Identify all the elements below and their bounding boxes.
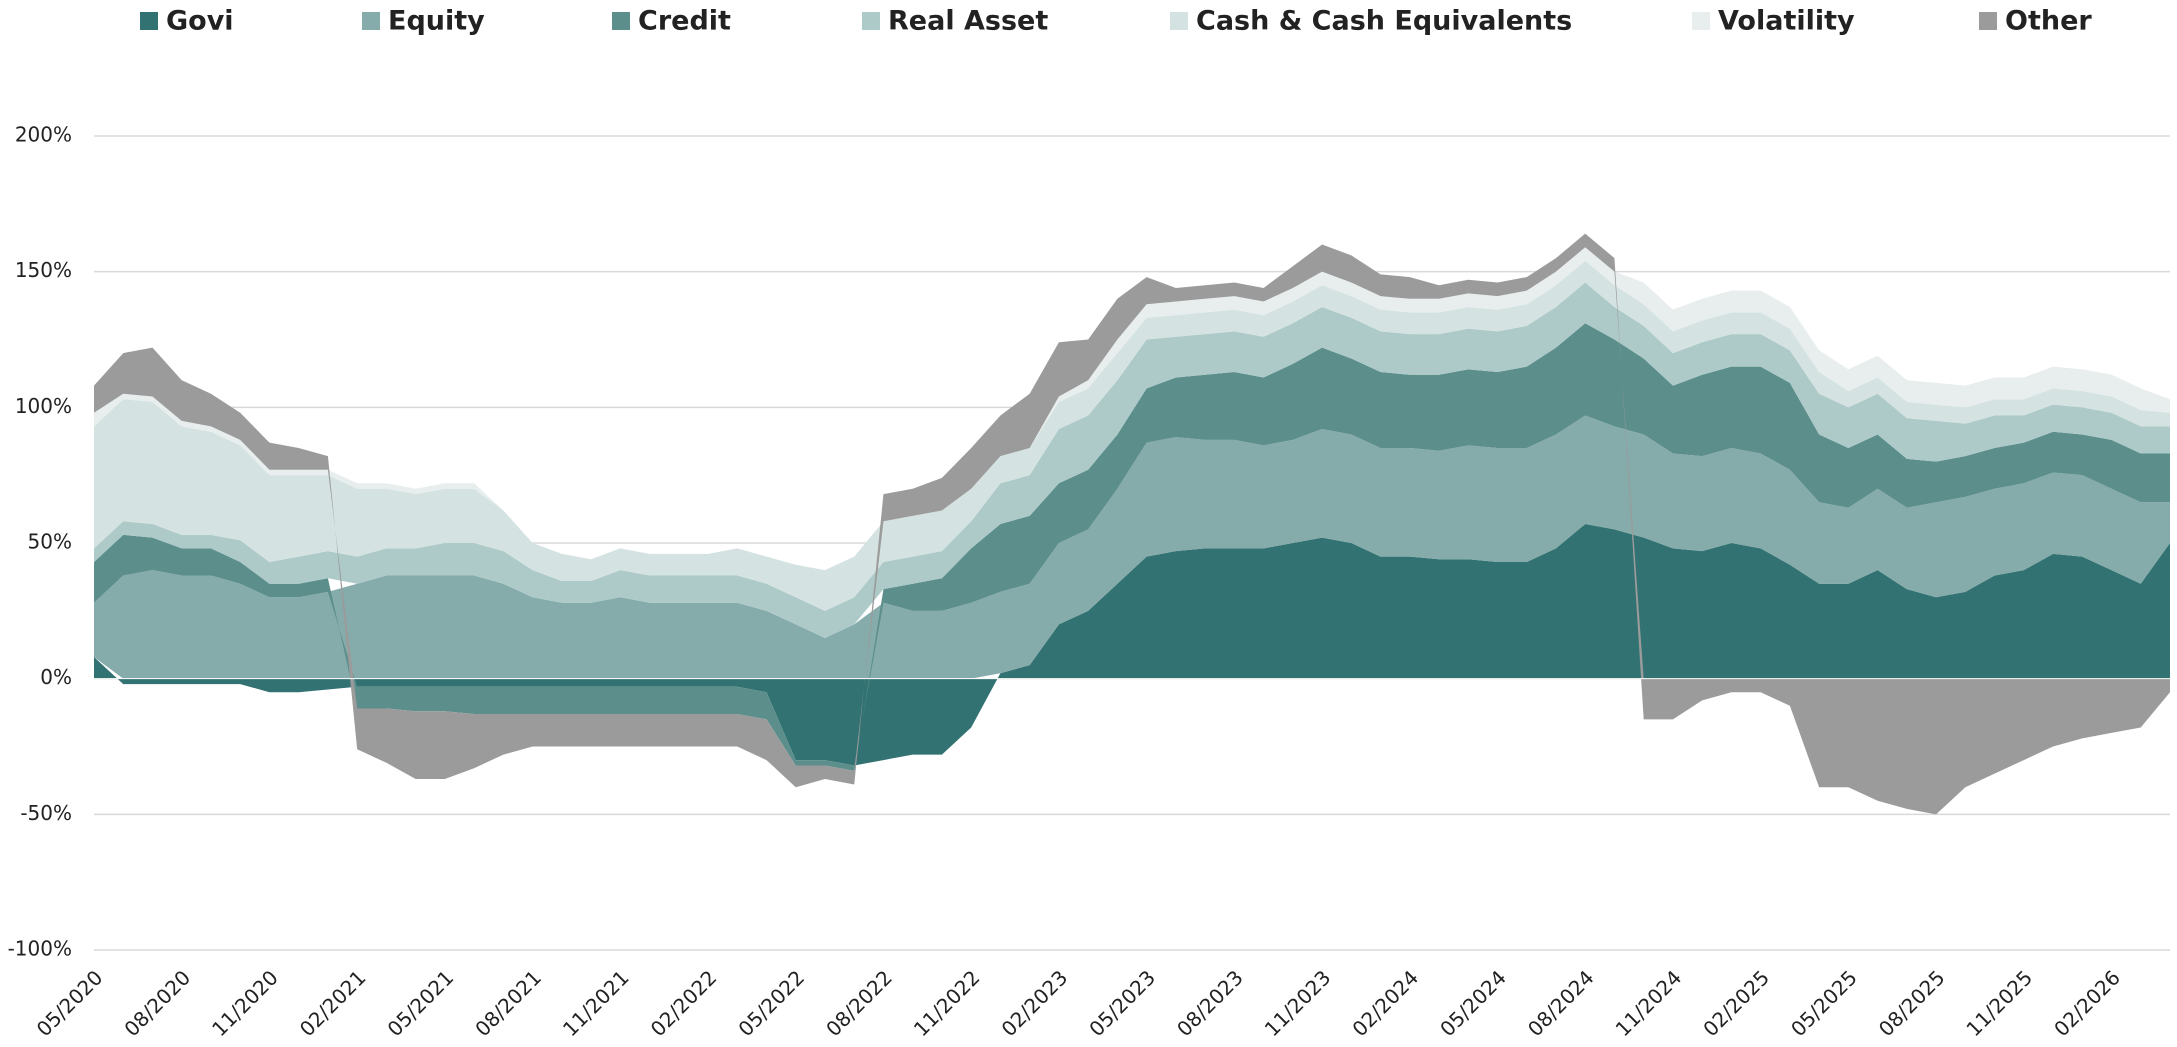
x-tick-label: 08/2022	[821, 965, 897, 1041]
x-tick-label: 11/2023	[1260, 965, 1336, 1041]
x-tick-label: 05/2025	[1786, 965, 1862, 1041]
area	[94, 415, 2170, 679]
legend-label: Other	[2005, 6, 2092, 37]
x-tick-label: 08/2020	[119, 965, 195, 1041]
legend-swatch	[1170, 12, 1188, 30]
x-tick-label: 11/2025	[1962, 965, 2038, 1041]
x-tick-label: 02/2026	[2049, 965, 2125, 1041]
y-tick-label: -50%	[20, 801, 72, 825]
y-tick-label: 50%	[28, 530, 72, 554]
x-tick-label: 02/2025	[1698, 965, 1774, 1041]
area	[94, 524, 2170, 766]
x-tick-label: 08/2024	[1523, 965, 1599, 1041]
y-tick-label: 0%	[40, 665, 72, 689]
legend-label: Cash & Cash Equivalents	[1196, 6, 1572, 37]
legend-swatch	[140, 12, 158, 30]
x-tick-label: 02/2023	[997, 965, 1073, 1041]
legend-swatch	[1979, 12, 1997, 30]
legend-label: Equity	[388, 6, 485, 37]
y-tick-label: 200%	[15, 123, 72, 147]
x-tick-label: 02/2022	[646, 965, 722, 1041]
x-tick-label: 02/2021	[295, 965, 371, 1041]
x-tick-label: 11/2024	[1611, 965, 1687, 1041]
area	[94, 323, 2170, 771]
x-tick-label: 05/2024	[1435, 965, 1511, 1041]
x-tick-label: 08/2021	[470, 965, 546, 1041]
y-tick-label: 100%	[15, 394, 72, 418]
x-tick-label: 05/2021	[383, 965, 459, 1041]
x-tick-label: 05/2022	[733, 965, 809, 1041]
x-tick-label: 05/2020	[32, 965, 108, 1041]
x-tick-label: 08/2023	[1172, 965, 1248, 1041]
legend-swatch	[612, 12, 630, 30]
y-tick-label: -100%	[8, 937, 72, 961]
legend-label: Real Asset	[888, 6, 1048, 37]
x-tick-label: 11/2022	[909, 965, 985, 1041]
area	[94, 233, 2170, 815]
x-tick-label: 11/2021	[558, 965, 634, 1041]
x-tick-label: 08/2025	[1874, 965, 1950, 1041]
legend-label: Credit	[638, 6, 731, 37]
legend-swatch	[362, 12, 380, 30]
legend-swatch	[862, 12, 880, 30]
legend-label: Govi	[166, 6, 234, 37]
legend-swatch	[1692, 12, 1710, 30]
legend-label: Volatility	[1718, 6, 1855, 37]
x-tick-label: 11/2020	[207, 965, 283, 1041]
x-tick-label: 05/2023	[1084, 965, 1160, 1041]
y-tick-label: 150%	[15, 258, 72, 282]
x-tick-label: 02/2024	[1347, 965, 1423, 1041]
